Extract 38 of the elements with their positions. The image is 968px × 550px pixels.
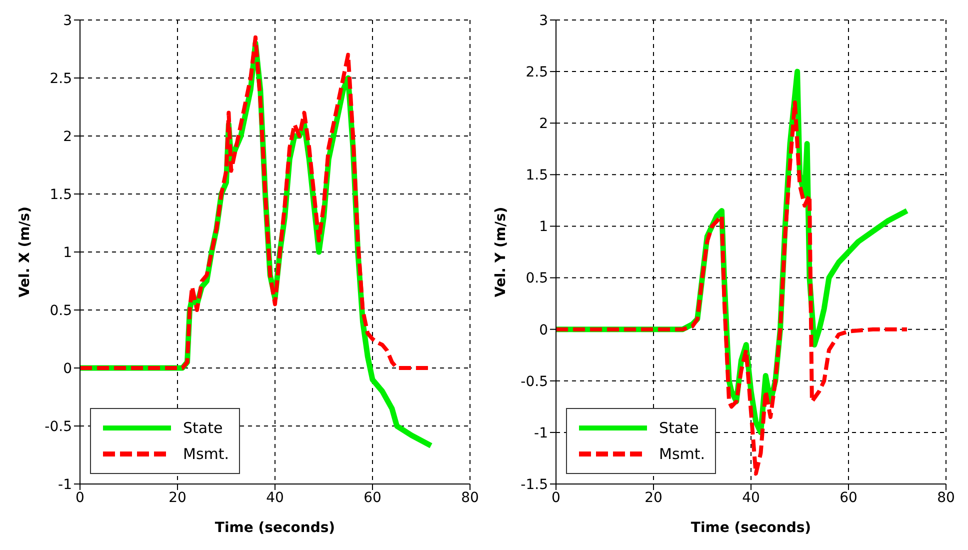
x-axis-title: Time (seconds) bbox=[214, 520, 336, 536]
legend-label: Msmt. bbox=[659, 445, 706, 463]
legend-label: State bbox=[659, 419, 699, 437]
y-tick-label: 0 bbox=[63, 360, 72, 377]
y-tick-label: 1.5 bbox=[50, 186, 72, 203]
y-tick-label: 1.5 bbox=[526, 168, 548, 184]
x-tick-label: 80 bbox=[937, 490, 955, 506]
y-tick-label: -1 bbox=[534, 425, 548, 442]
y-tick-label: 2.5 bbox=[526, 64, 548, 81]
y-tick-label: -1 bbox=[58, 476, 72, 493]
y-tick-label: -1.5 bbox=[520, 476, 548, 493]
x-tick-label: 0 bbox=[76, 490, 84, 506]
y-tick-label: -0.5 bbox=[44, 418, 72, 435]
y-tick-label: 1 bbox=[63, 244, 72, 261]
y-tick-label: 0.5 bbox=[526, 270, 548, 287]
y-tick-label: 0 bbox=[539, 322, 548, 338]
y-tick-label: 0.5 bbox=[50, 302, 72, 319]
legend-label: State bbox=[183, 419, 223, 437]
x-tick-label: 0 bbox=[552, 490, 560, 506]
x-tick-label: 80 bbox=[461, 490, 479, 506]
x-tick-label: 40 bbox=[266, 490, 284, 506]
x-tick-label: 60 bbox=[364, 490, 382, 506]
x-axis-title: Time (seconds) bbox=[690, 520, 812, 536]
x-tick-label: 20 bbox=[168, 490, 186, 506]
x-tick-label: 60 bbox=[840, 490, 858, 506]
legend-label: Msmt. bbox=[183, 445, 230, 463]
y-tick-label: 3 bbox=[63, 12, 72, 29]
y-tick-label: -0.5 bbox=[520, 374, 548, 390]
y-tick-label: 2 bbox=[539, 116, 548, 132]
y-axis-title: Vel. Y (m/s) bbox=[492, 206, 509, 298]
x-tick-label: 40 bbox=[742, 490, 760, 506]
y-tick-label: 2.5 bbox=[50, 70, 72, 87]
y-axis-title: Vel. X (m/s) bbox=[16, 206, 33, 298]
y-tick-label: 3 bbox=[539, 12, 548, 29]
y-tick-label: 1 bbox=[539, 219, 548, 236]
y-tick-label: 2 bbox=[63, 128, 72, 145]
x-tick-label: 20 bbox=[644, 490, 662, 506]
line-series bbox=[556, 100, 909, 476]
